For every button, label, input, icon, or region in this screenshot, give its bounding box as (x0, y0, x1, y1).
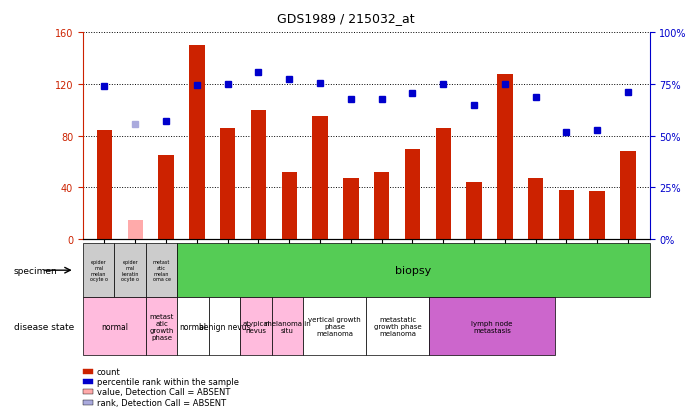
Text: epider
mal
keratin
ocyte o: epider mal keratin ocyte o (121, 259, 139, 282)
Bar (405, 149, 420, 240)
Text: disease state: disease state (14, 322, 74, 331)
Text: count: count (97, 367, 120, 376)
Text: value, Detection Call = ABSENT: value, Detection Call = ABSENT (97, 387, 230, 396)
Text: metastatic
growth phase
melanoma: metastatic growth phase melanoma (374, 316, 422, 336)
Text: lymph node
metastasis: lymph node metastasis (471, 320, 513, 333)
Text: biopsy: biopsy (395, 266, 432, 275)
Bar (312, 117, 328, 240)
Bar (497, 74, 513, 240)
Text: GDS1989 / 215032_at: GDS1989 / 215032_at (276, 12, 415, 25)
Bar (128, 220, 143, 240)
Bar (528, 179, 543, 240)
Bar (189, 46, 205, 240)
Bar (343, 179, 359, 240)
Text: metast
atic
melan
oma ce: metast atic melan oma ce (153, 259, 171, 282)
Text: vertical growth
phase
melanoma: vertical growth phase melanoma (308, 316, 361, 336)
Bar (220, 128, 236, 240)
Bar (466, 183, 482, 240)
Text: percentile rank within the sample: percentile rank within the sample (97, 377, 238, 386)
Text: rank, Detection Call = ABSENT: rank, Detection Call = ABSENT (97, 398, 226, 407)
Text: atypical
nevus: atypical nevus (243, 320, 270, 333)
Bar (374, 173, 389, 240)
Bar (621, 152, 636, 240)
Bar (251, 110, 266, 240)
Text: normal: normal (101, 322, 128, 331)
Bar (559, 190, 574, 240)
Bar (97, 131, 112, 240)
Text: epider
mal
melan
ocyte o: epider mal melan ocyte o (90, 259, 108, 282)
Bar (435, 128, 451, 240)
Text: melanoma in
situ: melanoma in situ (265, 320, 310, 333)
Text: metast
atic
growth
phase: metast atic growth phase (149, 313, 174, 340)
Text: normal: normal (180, 322, 207, 331)
Bar (158, 156, 173, 240)
Text: specimen: specimen (14, 266, 57, 275)
Bar (589, 192, 605, 240)
Bar (281, 173, 297, 240)
Text: benign nevus: benign nevus (199, 322, 250, 331)
